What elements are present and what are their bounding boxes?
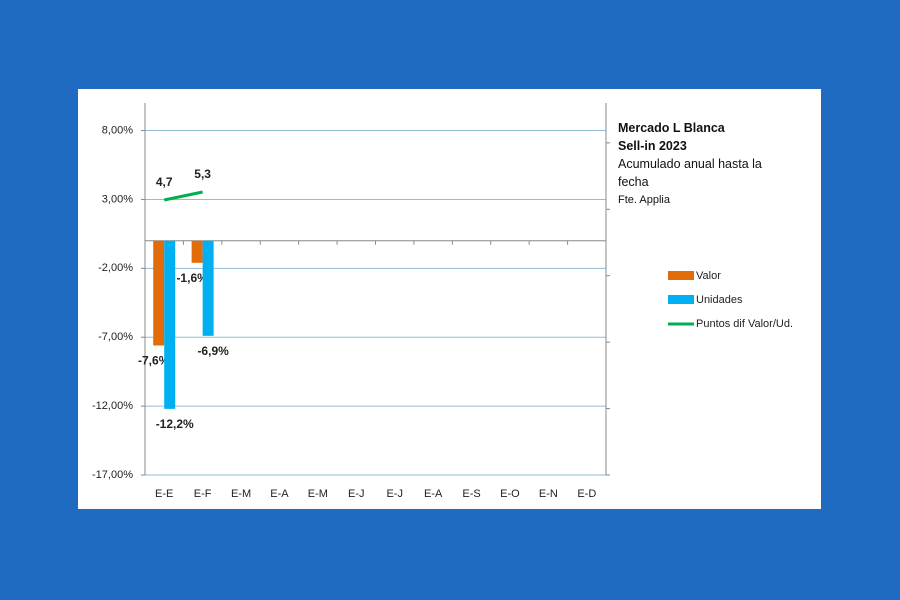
data-label: 4,7 (156, 175, 173, 189)
chart-title: Mercado L Blanca (618, 121, 725, 135)
legend-label: Valor (696, 270, 721, 282)
x-tick-label: E-E (155, 488, 173, 500)
bar (202, 240, 214, 336)
bar (191, 240, 203, 263)
annotation: Fte. Applia (618, 194, 670, 206)
legend-swatch (668, 295, 694, 304)
info-box: Mercado L Blanca Sell-in 2023 Acumulado … (618, 119, 786, 209)
data-label: 5,3 (194, 167, 211, 181)
x-tick-label: E-N (539, 488, 558, 500)
x-tick-label: E-M (308, 488, 328, 500)
y-tick-label: 8,00% (102, 124, 133, 136)
data-label: -12,2% (156, 417, 194, 431)
chart-subtitle: Sell-in 2023 (618, 139, 687, 153)
x-tick-label: E-M (231, 488, 251, 500)
line (163, 190, 203, 202)
x-tick-label: E-J (348, 488, 365, 500)
x-tick-label: E-D (577, 488, 596, 500)
x-tick-label: E-J (386, 488, 403, 500)
y-tick-label: -12,00% (92, 400, 133, 412)
y-tick-label: -2,00% (98, 262, 133, 274)
annotation: Acumulado anual hasta la fecha (618, 157, 762, 189)
x-tick-label: E-S (462, 488, 480, 500)
legend-label: Unidades (696, 294, 743, 306)
bar (164, 240, 176, 409)
chart-panel: -17,00% -12,00% -7,00% -2,00% 3,00% 8,00% E-E E… (78, 89, 821, 509)
x-tick-label: E-A (270, 488, 289, 500)
bar (153, 240, 165, 346)
x-tick-label: E-F (194, 488, 212, 500)
legend-swatch (668, 271, 694, 280)
x-tick-label: E-A (424, 488, 443, 500)
chart: -17,00% -12,00% -7,00% -2,00% 3,00% 8,00% E-E E… (92, 103, 793, 500)
data-label: -6,9% (197, 344, 229, 358)
y-tick-label: -7,00% (98, 331, 133, 343)
legend-label: Puntos dif Valor/Ud. (696, 318, 793, 330)
x-tick-label: E-O (500, 488, 520, 500)
data-label: -1,6% (176, 271, 208, 285)
data-label: -7,6% (138, 354, 170, 368)
y-tick-label: 3,00% (102, 193, 133, 205)
y-tick-label: -17,00% (92, 469, 133, 481)
